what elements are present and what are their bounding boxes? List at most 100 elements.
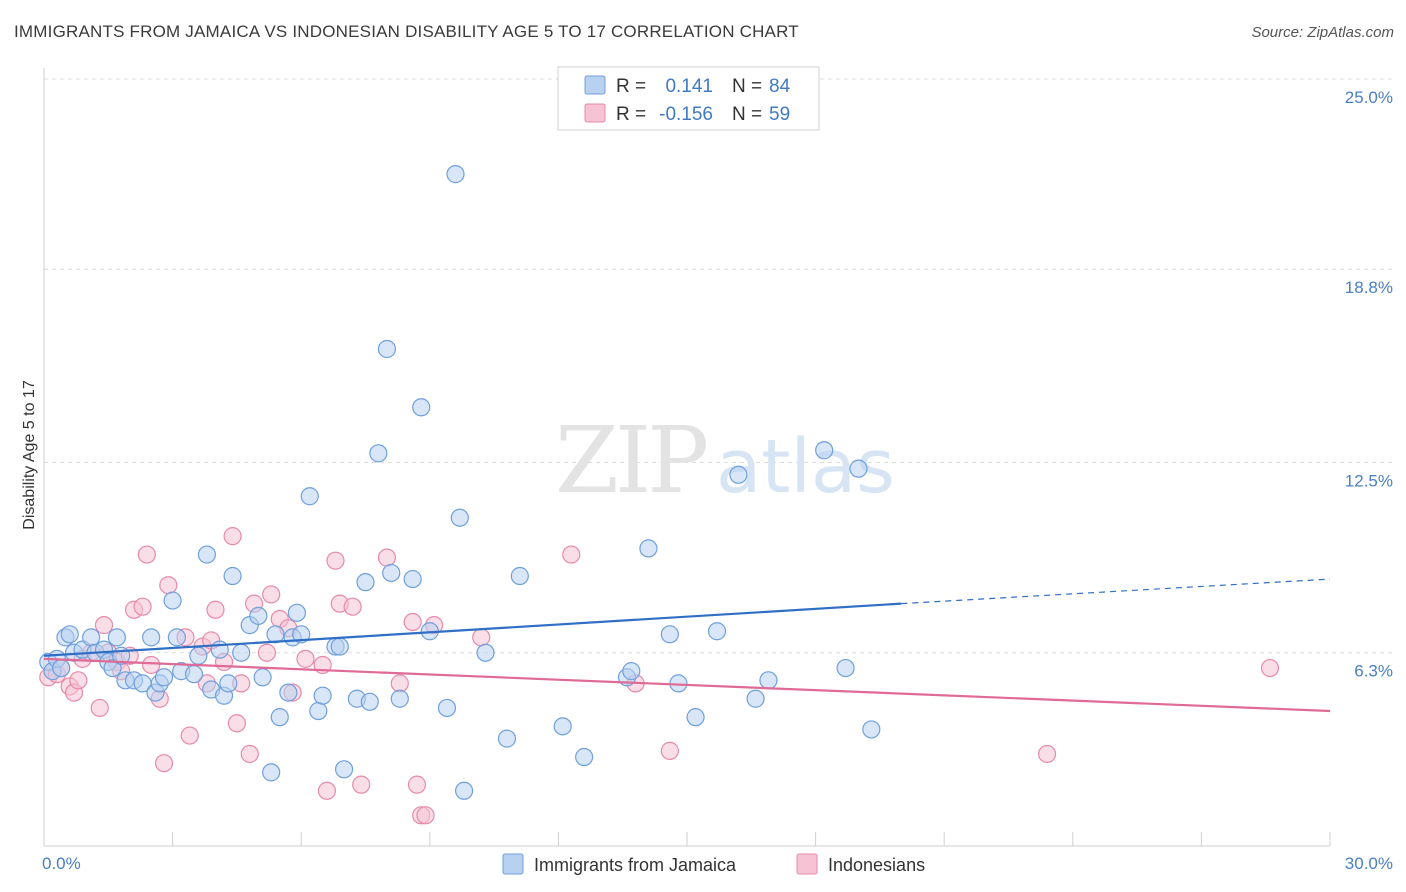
indonesians-point <box>227 714 246 733</box>
jamaica-point <box>360 692 379 711</box>
jamaica-point <box>300 487 319 506</box>
indonesians-point <box>407 775 427 794</box>
jamaica-point <box>369 444 388 463</box>
jamaica-point <box>660 625 679 644</box>
indonesians-point <box>262 585 281 604</box>
indonesians-point <box>1260 658 1280 678</box>
indonesians-point <box>90 698 109 718</box>
jamaica-point <box>446 165 465 184</box>
jamaica-point <box>553 717 572 736</box>
jamaica-point <box>862 720 881 739</box>
jamaica-trend-extension <box>901 578 1331 605</box>
x-tick-label-max: 30.0% <box>1345 854 1393 873</box>
legend-n-value-indonesians: 59 <box>769 104 790 125</box>
jamaica-point <box>184 665 204 684</box>
grid-lines <box>44 78 1393 654</box>
jamaica-point <box>154 668 174 687</box>
y-axis-label: Disability Age 5 to 17 <box>21 380 38 530</box>
jamaica-point <box>412 398 431 417</box>
jamaica-point <box>849 459 868 478</box>
jamaica-point <box>759 671 778 690</box>
jamaica-point <box>189 646 208 665</box>
indonesians-point <box>416 806 435 825</box>
legend-swatch-jamaica <box>584 75 606 95</box>
axes <box>43 68 1331 847</box>
jamaica-point <box>266 625 285 644</box>
jamaica-point <box>334 760 354 779</box>
jamaica-point <box>454 781 474 800</box>
jamaica-point <box>197 545 216 564</box>
jamaica-point <box>309 701 328 721</box>
jamaica-point <box>686 708 705 727</box>
jamaica-point <box>510 566 529 586</box>
jamaica-point <box>287 603 307 622</box>
jamaica-point <box>292 625 311 644</box>
legend-r-value-jamaica: 0.141 <box>665 76 713 97</box>
jamaica-point <box>167 628 186 647</box>
indonesians-point <box>1037 744 1057 764</box>
jamaica-point <box>262 763 281 782</box>
indonesians-point <box>352 775 371 794</box>
bottom-legend-swatch-indonesians <box>796 853 818 875</box>
indonesians-point <box>180 726 199 745</box>
y-tick-label: 25.0% <box>1345 88 1393 107</box>
chart-source: Source: ZipAtlas.com <box>1251 24 1394 41</box>
indonesians-trend-line <box>43 657 1331 713</box>
jamaica-point <box>249 606 268 626</box>
indonesians-point <box>326 551 345 570</box>
indonesians-point <box>660 741 679 760</box>
jamaica-point <box>390 689 409 708</box>
indonesians-point <box>137 545 156 564</box>
indonesians-point <box>142 655 161 675</box>
jamaica-point <box>815 441 834 460</box>
jamaica-point <box>450 508 469 527</box>
indonesians-point <box>69 671 88 690</box>
indonesians-point <box>317 781 337 800</box>
indonesians-point <box>343 597 362 616</box>
bottom-legend: Immigrants from Jamaica Indonesians <box>502 853 925 875</box>
jamaica-point <box>107 628 126 647</box>
jamaica-point <box>253 668 272 687</box>
chart-title: IMMIGRANTS FROM JAMAICA VS INDONESIAN DI… <box>14 22 799 41</box>
jamaica-point <box>639 539 658 558</box>
y-tick-label: 18.8% <box>1345 278 1393 297</box>
jamaica-point <box>707 622 727 641</box>
indonesians-point <box>206 600 225 619</box>
top-legend: R = 0.141 N = 84 R = -0.156 N = 59 <box>557 66 820 131</box>
y-tick-label: 12.5% <box>1345 472 1393 491</box>
trend-lines <box>43 578 1331 713</box>
jamaica-trend-line <box>43 602 902 657</box>
indonesians-point <box>296 649 315 668</box>
indonesians-point <box>390 674 409 693</box>
jamaica-point <box>403 569 422 589</box>
y-tick-label: 6.3% <box>1354 662 1393 681</box>
jamaica-point <box>729 465 748 484</box>
indonesians-point <box>377 548 397 567</box>
legend-n-label-indonesians: N = <box>732 104 762 125</box>
indonesians-point <box>403 612 422 632</box>
indonesians-point <box>223 527 242 546</box>
jamaica-point <box>232 643 251 662</box>
jamaica-point <box>223 566 242 586</box>
x-tick-labels: 0.0% 30.0% <box>42 854 1393 873</box>
indonesians-point <box>94 616 114 635</box>
jamaica-point <box>82 628 101 647</box>
x-tick-label-min: 0.0% <box>42 854 81 873</box>
legend-swatch-indonesians <box>584 103 606 123</box>
y-tick-labels: 25.0% 18.8% 12.5% 6.3% <box>1345 88 1393 681</box>
jamaica-point <box>836 658 855 678</box>
indonesians-point <box>154 754 174 773</box>
jamaica-point <box>476 643 495 662</box>
indonesians-point <box>133 597 152 616</box>
jamaica-point <box>382 563 401 583</box>
watermark-zip: ZIP <box>555 407 706 514</box>
indonesians-point <box>472 628 491 647</box>
legend-r-label-indonesians: R = <box>616 104 646 125</box>
legend-n-label-jamaica: N = <box>732 76 762 97</box>
jamaica-point <box>142 628 161 647</box>
jamaica-point <box>330 637 349 656</box>
bottom-legend-label-jamaica: Immigrants from Jamaica <box>534 855 737 875</box>
indonesians-point <box>257 643 277 662</box>
jamaica-point <box>622 662 641 681</box>
